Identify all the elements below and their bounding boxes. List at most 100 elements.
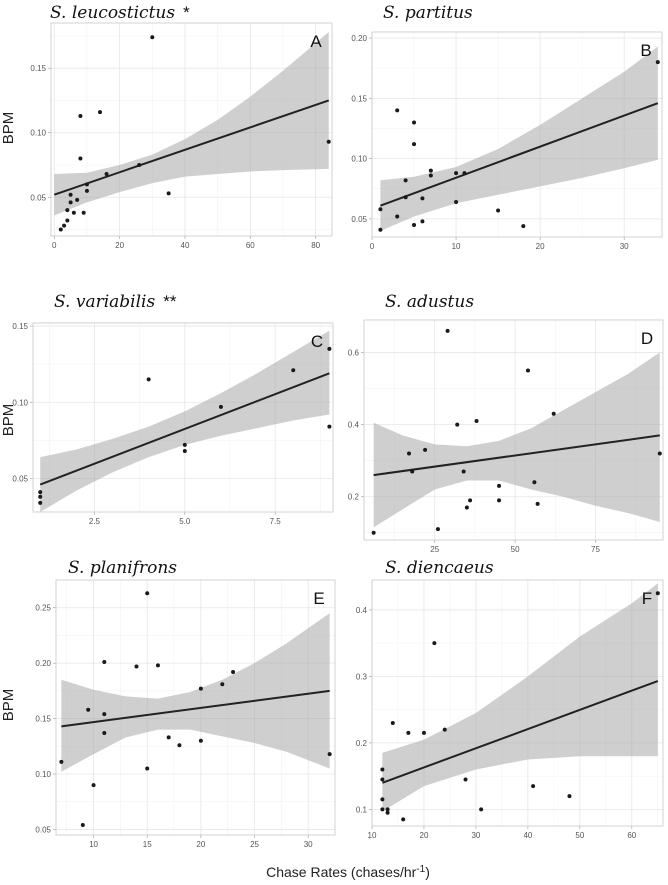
panel-title: S. diencaeus	[385, 558, 494, 578]
panel-letter: E	[313, 589, 324, 608]
data-point	[98, 110, 103, 115]
data-point	[150, 35, 155, 40]
data-point	[463, 777, 468, 782]
plot-frame	[363, 319, 664, 541]
panel-letter: C	[311, 332, 323, 351]
panel-b: 0 10 20 30 0.05 0.10 0.15 0.20 B S. partitus	[351, 3, 663, 251]
y-tick-label: 0.10	[12, 398, 28, 407]
y-tick-label: 0.05	[35, 825, 51, 834]
data-point	[531, 784, 536, 789]
data-point	[454, 200, 459, 205]
y-tick-label: 0.15	[12, 322, 28, 331]
x-tick-label: 60	[627, 831, 636, 840]
regression-line	[382, 680, 659, 784]
data-point	[380, 777, 385, 782]
data-point	[395, 108, 400, 113]
data-point	[454, 171, 459, 176]
data-point	[412, 142, 417, 147]
confidence-band	[61, 613, 330, 772]
x-tick-label: 50	[575, 831, 584, 840]
data-point	[137, 163, 142, 167]
species-name: S. variabilis	[54, 292, 155, 312]
species-name: S. diencaeus	[385, 558, 494, 578]
x-tick-label: 75	[591, 545, 600, 554]
data-point	[407, 451, 412, 456]
data-point	[166, 735, 171, 740]
data-point	[220, 682, 225, 687]
x-axis-label: Chase Rates (chases/hr-1)	[266, 864, 430, 881]
data-point	[86, 707, 91, 712]
y-tick-label: 0.05	[12, 474, 28, 483]
data-point	[65, 208, 70, 213]
data-point	[435, 527, 440, 532]
x-tick-label: 15	[143, 840, 152, 849]
data-point	[532, 480, 537, 485]
data-point	[327, 752, 332, 757]
data-point	[78, 156, 83, 161]
species-name: S. partitus	[383, 3, 473, 23]
y-tick-label: 0.3	[356, 672, 368, 681]
data-point	[496, 208, 501, 213]
species-name: S. adustus	[385, 292, 474, 312]
y-axis-label: BPM	[0, 689, 17, 722]
y-tick-label: 0.10	[30, 129, 46, 138]
data-point	[182, 449, 187, 454]
data-point	[567, 794, 572, 799]
panel-title: S. planifrons	[68, 558, 177, 578]
x-tick-label: 40	[523, 831, 532, 840]
x-tick-label: 30	[304, 840, 313, 849]
data-point	[380, 807, 385, 812]
panel-e: 10 15 20 25 30 0.05 0.10 0.15 0.20 0.25 E S. planif…	[0, 558, 336, 849]
y-tick-label: 0.05	[351, 215, 367, 224]
y-tick-label: 0.6	[348, 348, 360, 357]
plot-frame	[50, 22, 333, 237]
regression-line	[373, 434, 660, 477]
data-point	[146, 377, 151, 382]
data-point	[410, 469, 415, 474]
panel-c: 2.5 5.0 7.5 0.05 0.10 0.15 C S. variabilis ** BPM	[0, 292, 334, 526]
data-point	[68, 192, 73, 197]
data-point	[71, 210, 76, 215]
panel-title: S. partitus	[383, 3, 473, 23]
x-tick-label: 20	[115, 241, 124, 250]
panel-a: 0 20 40 60 80 0.05 0.10 0.15 A S. leucostictus * BP…	[0, 3, 333, 250]
data-point	[479, 807, 484, 812]
y-tick-label: 0.25	[35, 604, 51, 613]
panel-letter: D	[641, 329, 653, 348]
data-point	[145, 766, 150, 771]
data-point	[385, 810, 390, 815]
data-point	[182, 442, 187, 447]
data-point	[462, 171, 467, 176]
y-tick-label: 0.1	[356, 805, 368, 814]
regression-line	[39, 372, 330, 486]
y-tick-label: 0.4	[348, 421, 360, 430]
data-point	[380, 797, 385, 802]
data-point	[291, 368, 296, 373]
data-point	[403, 195, 408, 200]
data-point	[428, 173, 433, 178]
data-point	[134, 664, 139, 669]
data-point	[403, 178, 408, 183]
data-point	[423, 447, 428, 452]
y-tick-label: 0.10	[351, 155, 367, 164]
data-point	[428, 168, 433, 173]
data-point	[327, 424, 332, 429]
panel-d: 25 50 75 0.2 0.4 0.6 D S. adustus	[348, 292, 664, 554]
y-tick-label: 0.20	[35, 659, 51, 668]
significance-marker: *	[183, 3, 190, 22]
confidence-band	[382, 583, 658, 812]
data-point	[412, 120, 417, 125]
y-tick-label: 0.15	[35, 715, 51, 724]
data-point	[145, 591, 150, 596]
regression-line	[61, 689, 330, 728]
panel-title: S. variabilis **	[54, 292, 177, 312]
x-tick-label: 7.5	[270, 517, 282, 526]
data-point	[38, 500, 43, 505]
data-point	[474, 418, 479, 423]
data-point	[657, 451, 662, 456]
data-point	[38, 494, 43, 499]
plot-frame	[371, 31, 663, 238]
species-name: S. planifrons	[68, 558, 177, 578]
data-point	[464, 505, 469, 510]
